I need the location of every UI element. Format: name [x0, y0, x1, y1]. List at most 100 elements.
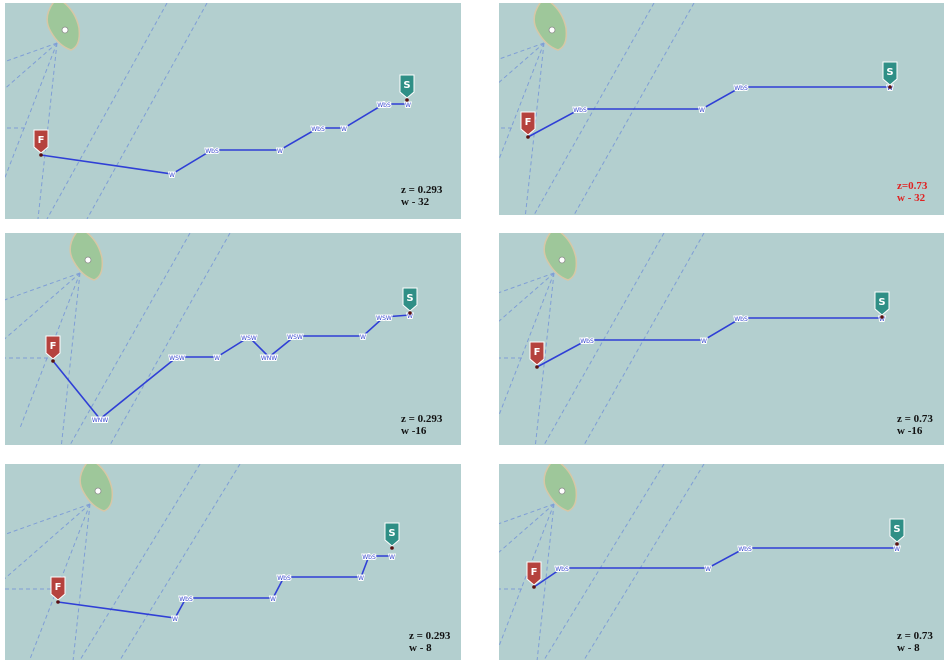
port-marker-icon: [558, 487, 566, 495]
shipping-lanes: [499, 233, 705, 445]
island-landmass: [543, 233, 578, 281]
port-marker-icon: [84, 256, 92, 264]
map-caption: z = 0.293 w - 8: [409, 630, 450, 654]
waypoint-heading-label: WSW: [241, 335, 257, 342]
island-landmass: [69, 233, 104, 281]
port-marker-icon: [94, 487, 102, 495]
finish-marker-pin: [39, 153, 43, 157]
finish-marker-pin: [535, 365, 539, 369]
map-panel-z0293-w16: WNW WSW W WSW WNW WSW W WSW W F S z = 0.293 w -16: [5, 233, 461, 445]
finish-marker-shape: [526, 561, 542, 586]
shipping-lane: [499, 503, 555, 525]
optimal-route: [536, 317, 882, 368]
start-marker-letter: S: [406, 293, 413, 304]
finish-marker-pin: [56, 600, 60, 604]
waypoint-heading-label: W: [214, 355, 220, 362]
finish-marker-pin: [526, 135, 530, 139]
shipping-lane: [524, 42, 545, 215]
port-marker-icon: [558, 256, 566, 264]
w-value: w -16: [401, 425, 427, 437]
start-marker-pin: [390, 546, 394, 550]
map-caption: z = 0.73 w - 8: [897, 630, 933, 654]
finish-marker: F: [45, 335, 61, 363]
shipping-lane: [534, 272, 555, 445]
w-value: w - 8: [409, 642, 432, 654]
shipping-lane: [46, 3, 168, 219]
waypoint-heading-label: W: [894, 546, 900, 553]
z-value: z = 0.73: [897, 413, 933, 425]
z-value: z=0.73: [897, 180, 928, 192]
island-landmass: [79, 464, 114, 512]
optimal-route: [527, 86, 890, 138]
shipping-lane: [5, 503, 91, 580]
start-marker-letter: S: [886, 67, 893, 78]
map-panel-z0293-w32: W WbS W WbS W WbS W F S z = 0.293 w - 32: [5, 3, 461, 219]
sea-area: [5, 233, 461, 445]
waypoint-heading-label: WbS: [377, 102, 391, 109]
port-marker-icon: [548, 26, 556, 34]
shipping-lane: [60, 272, 81, 445]
waypoint-heading-label: W: [360, 334, 366, 341]
shipping-lane: [583, 233, 705, 445]
start-marker-letter: S: [403, 80, 410, 91]
z-value: z = 0.293: [401, 184, 443, 196]
finish-marker-letter: F: [525, 117, 532, 128]
start-marker-pin: [888, 85, 892, 89]
finish-marker-pin: [532, 585, 536, 589]
shipping-lane: [86, 3, 208, 219]
waypoint-heading-label: WbS: [738, 546, 752, 553]
map-canvas: W WbS W WbS W WbS W F S: [5, 3, 461, 219]
waypoint-heading-label: WSW: [376, 315, 392, 322]
sea-area: [5, 3, 461, 219]
w-value: w - 8: [897, 642, 920, 654]
finish-marker: F: [520, 111, 536, 139]
w-value: w - 32: [897, 192, 926, 204]
sea-area: [499, 3, 944, 215]
waypoint-heading-label: WbS: [277, 575, 291, 582]
start-marker: S: [874, 291, 890, 319]
waypoint-heading-label: WbS: [734, 85, 748, 92]
waypoint-heading-label: W: [701, 338, 707, 345]
finish-marker-letter: F: [531, 567, 538, 578]
shipping-lane: [72, 503, 91, 660]
finish-marker-shape: [520, 111, 536, 136]
shipping-lane: [79, 464, 201, 660]
waypoint-heading-label: W: [705, 566, 711, 573]
optimal-route: [57, 555, 392, 619]
start-marker-pin: [408, 311, 412, 315]
start-marker-shape: [882, 61, 898, 86]
waypoint-heading-label: W: [169, 172, 175, 179]
start-marker-shape: [384, 522, 400, 547]
waypoint-heading-label: W: [407, 313, 413, 320]
shipping-lane: [69, 233, 191, 445]
z-value: z = 0.73: [897, 630, 933, 642]
map-panel-z073-w16: WbS W WbS W F S z = 0.73 w -16: [499, 233, 944, 445]
waypoint-heading-label: WbS: [573, 107, 587, 114]
map-canvas: W WbS W WbS W WbS W F S: [5, 464, 461, 660]
map-panel-z073-w8: WbS W WbS W F S z = 0.73 w - 8: [499, 464, 944, 660]
waypoint-heading-label: WbS: [734, 316, 748, 323]
waypoint-heading-label: WNW: [92, 417, 108, 424]
map-caption: z = 0.293 w -16: [401, 413, 442, 437]
finish-marker: F: [529, 341, 545, 369]
shipping-lane: [499, 42, 545, 60]
finish-marker-letter: F: [55, 582, 62, 593]
waypoint-heading-label: WSW: [287, 334, 303, 341]
start-marker-pin: [895, 542, 899, 546]
finish-marker-letter: F: [50, 341, 57, 352]
start-marker-pin: [880, 315, 884, 319]
waypoint-heading-label: WbS: [362, 554, 376, 561]
finish-marker: F: [50, 576, 66, 604]
start-marker: S: [402, 287, 418, 315]
shipping-lane: [583, 464, 705, 660]
start-marker-shape: [889, 518, 905, 543]
shipping-lanes: [5, 464, 241, 660]
shipping-lane: [5, 503, 91, 535]
shipping-lanes: [5, 233, 231, 445]
waypoint-heading-label: WNW: [261, 355, 277, 362]
start-marker: S: [889, 518, 905, 546]
